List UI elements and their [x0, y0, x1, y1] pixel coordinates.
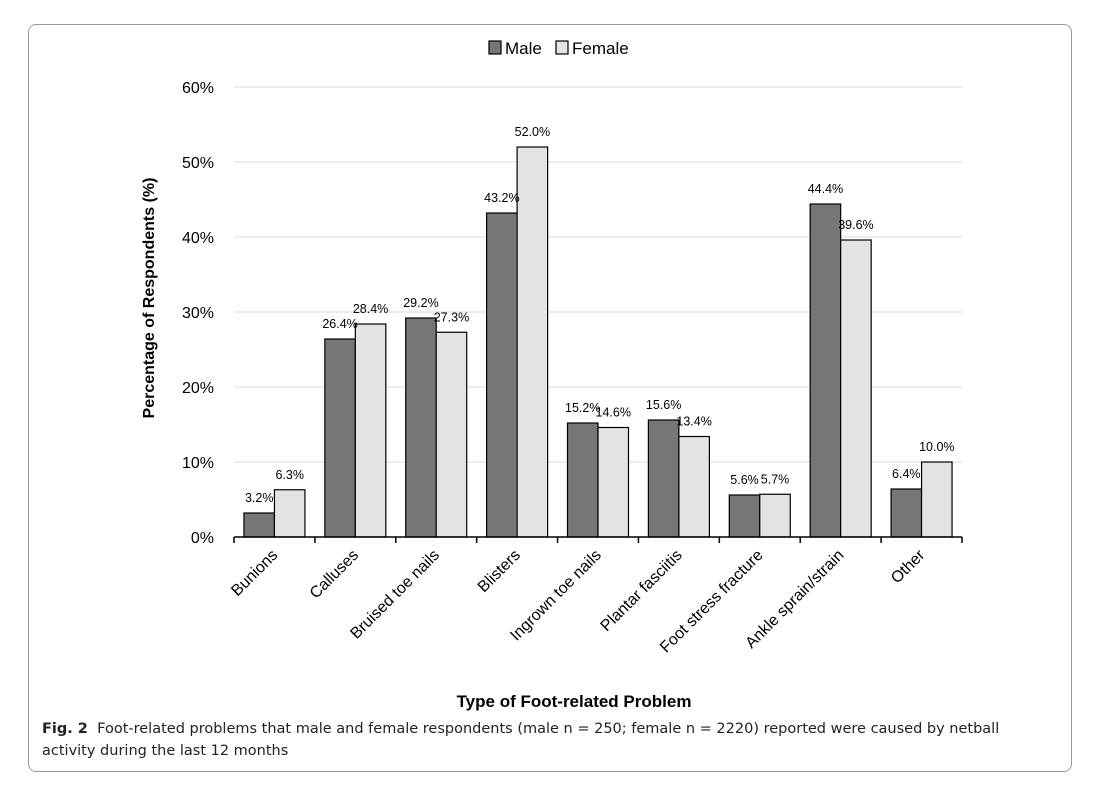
y-tick-label: 60% — [182, 80, 214, 97]
figure-frame — [28, 24, 1072, 772]
data-label: 13.4% — [676, 415, 711, 429]
bar-male — [486, 212, 518, 538]
bar-female — [597, 426, 630, 538]
legend-swatch-male — [488, 40, 502, 55]
data-label: 5.6% — [730, 473, 759, 487]
x-tick-label: Bunions — [228, 547, 281, 600]
bar-female — [920, 461, 953, 538]
bar-female — [273, 489, 306, 538]
y-tick-label: 40% — [182, 230, 214, 247]
x-axis-label: Type of Foot-related Problem — [457, 692, 692, 711]
data-label: 10.0% — [919, 440, 954, 454]
bars — [243, 146, 953, 538]
bar-male — [890, 488, 923, 538]
data-label: 44.4% — [808, 182, 843, 196]
legend-label-male: Male — [505, 39, 542, 58]
data-label: 26.4% — [322, 317, 357, 331]
y-tick-label: 50% — [182, 155, 214, 172]
bar-female — [516, 146, 549, 538]
bar-male — [809, 203, 842, 538]
data-label: 29.2% — [403, 296, 438, 310]
data-label: 15.2% — [565, 401, 600, 415]
data-label: 6.4% — [892, 467, 921, 481]
data-label: 43.2% — [484, 191, 519, 205]
x-tick-label: Calluses — [307, 547, 362, 602]
bar-female — [435, 331, 468, 538]
data-label: 28.4% — [353, 302, 388, 316]
y-axis-label: Percentage of Respondents (%) — [141, 178, 158, 419]
legend-label-female: Female — [572, 39, 629, 58]
x-tick-label: Plantar fasciitis — [598, 547, 686, 635]
bar-chart: 0% 10% 20% 30% 40% 50% 60% 3.2%6.3% 26.4%28.4% 2… — [141, 39, 963, 711]
data-labels: 3.2%6.3% 26.4%28.4% 29.2%27.3% 43.2% 52.0% 15… — [245, 125, 955, 505]
caption-label: Fig. 2 — [42, 721, 88, 737]
data-label: 3.2% — [245, 491, 274, 505]
y-tick-label: 20% — [182, 380, 214, 397]
bar-male — [728, 494, 761, 538]
y-tick-label: 10% — [182, 455, 214, 472]
figure-caption: Fig. 2 Foot-related problems that male a… — [42, 718, 1052, 762]
data-label: 14.6% — [596, 406, 631, 420]
y-axis-ticks: 0% 10% 20% 30% 40% 50% 60% — [182, 80, 214, 547]
bar-male — [243, 512, 276, 538]
bar-female — [354, 323, 387, 538]
x-tick-label: Ingrown toe nails — [507, 547, 605, 645]
bar-female — [678, 435, 710, 538]
data-label: 52.0% — [515, 125, 550, 139]
caption-text: Foot-related problems that male and fema… — [42, 721, 1000, 759]
data-label: 6.3% — [275, 468, 304, 482]
x-tick-label: Blisters — [475, 547, 524, 596]
bar-female — [759, 493, 791, 538]
bar-male — [324, 338, 356, 538]
y-tick-label: 0% — [191, 530, 214, 547]
y-tick-label: 30% — [182, 305, 214, 322]
data-label: 39.6% — [838, 218, 873, 232]
data-label: 5.7% — [761, 472, 790, 486]
bar-male — [647, 419, 680, 538]
x-tick-label: Other — [888, 546, 929, 587]
x-tick-label: Bruised toe nails — [347, 547, 443, 643]
bar-female — [840, 239, 872, 538]
bar-male — [405, 317, 437, 538]
bar-male — [566, 422, 599, 538]
legend-swatch-female — [555, 40, 569, 55]
data-label: 27.3% — [434, 310, 469, 324]
data-label: 15.6% — [646, 398, 681, 412]
legend: Male Female — [488, 39, 629, 58]
